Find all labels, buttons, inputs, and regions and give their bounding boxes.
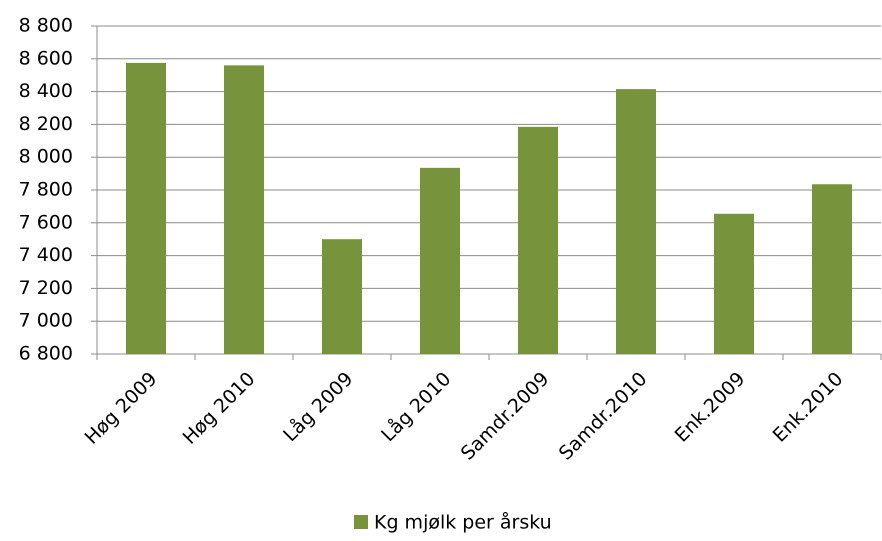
x-tick-label: Samdr.2010 bbox=[555, 368, 652, 465]
y-tick-label: 7 200 bbox=[19, 277, 73, 299]
x-tick-label: Samdr.2009 bbox=[457, 368, 554, 465]
x-tick-label: Høg 2010 bbox=[179, 368, 260, 449]
x-tick-label: Enk.2009 bbox=[671, 368, 750, 447]
bar bbox=[420, 167, 460, 354]
bar bbox=[518, 126, 558, 354]
x-tick-label: Høg 2009 bbox=[81, 368, 162, 449]
y-tick-label: 8 000 bbox=[19, 146, 73, 168]
bar bbox=[322, 239, 362, 354]
y-tick-label: 7 400 bbox=[19, 244, 73, 266]
bar bbox=[224, 65, 264, 355]
bar bbox=[126, 62, 166, 355]
legend-swatch bbox=[354, 515, 368, 529]
y-tick-label: 7 600 bbox=[19, 211, 73, 233]
x-tick-label: Enk.2010 bbox=[769, 368, 848, 447]
y-tick-label: 8 800 bbox=[19, 15, 73, 37]
y-tick-label: 6 800 bbox=[19, 343, 73, 365]
bar bbox=[616, 89, 656, 354]
y-tick-label: 7 000 bbox=[19, 310, 73, 332]
bar bbox=[714, 213, 754, 354]
y-tick-label: 8 400 bbox=[19, 80, 73, 102]
y-tick-label: 8 200 bbox=[19, 113, 73, 135]
y-tick-label: 7 800 bbox=[19, 179, 73, 201]
legend-label: Kg mjølk per årsku bbox=[374, 511, 552, 534]
x-tick-label: Låg 2009 bbox=[278, 367, 357, 446]
bar bbox=[812, 184, 852, 354]
x-tick-label: Låg 2010 bbox=[376, 367, 455, 446]
y-tick-label: 8 600 bbox=[19, 47, 73, 69]
